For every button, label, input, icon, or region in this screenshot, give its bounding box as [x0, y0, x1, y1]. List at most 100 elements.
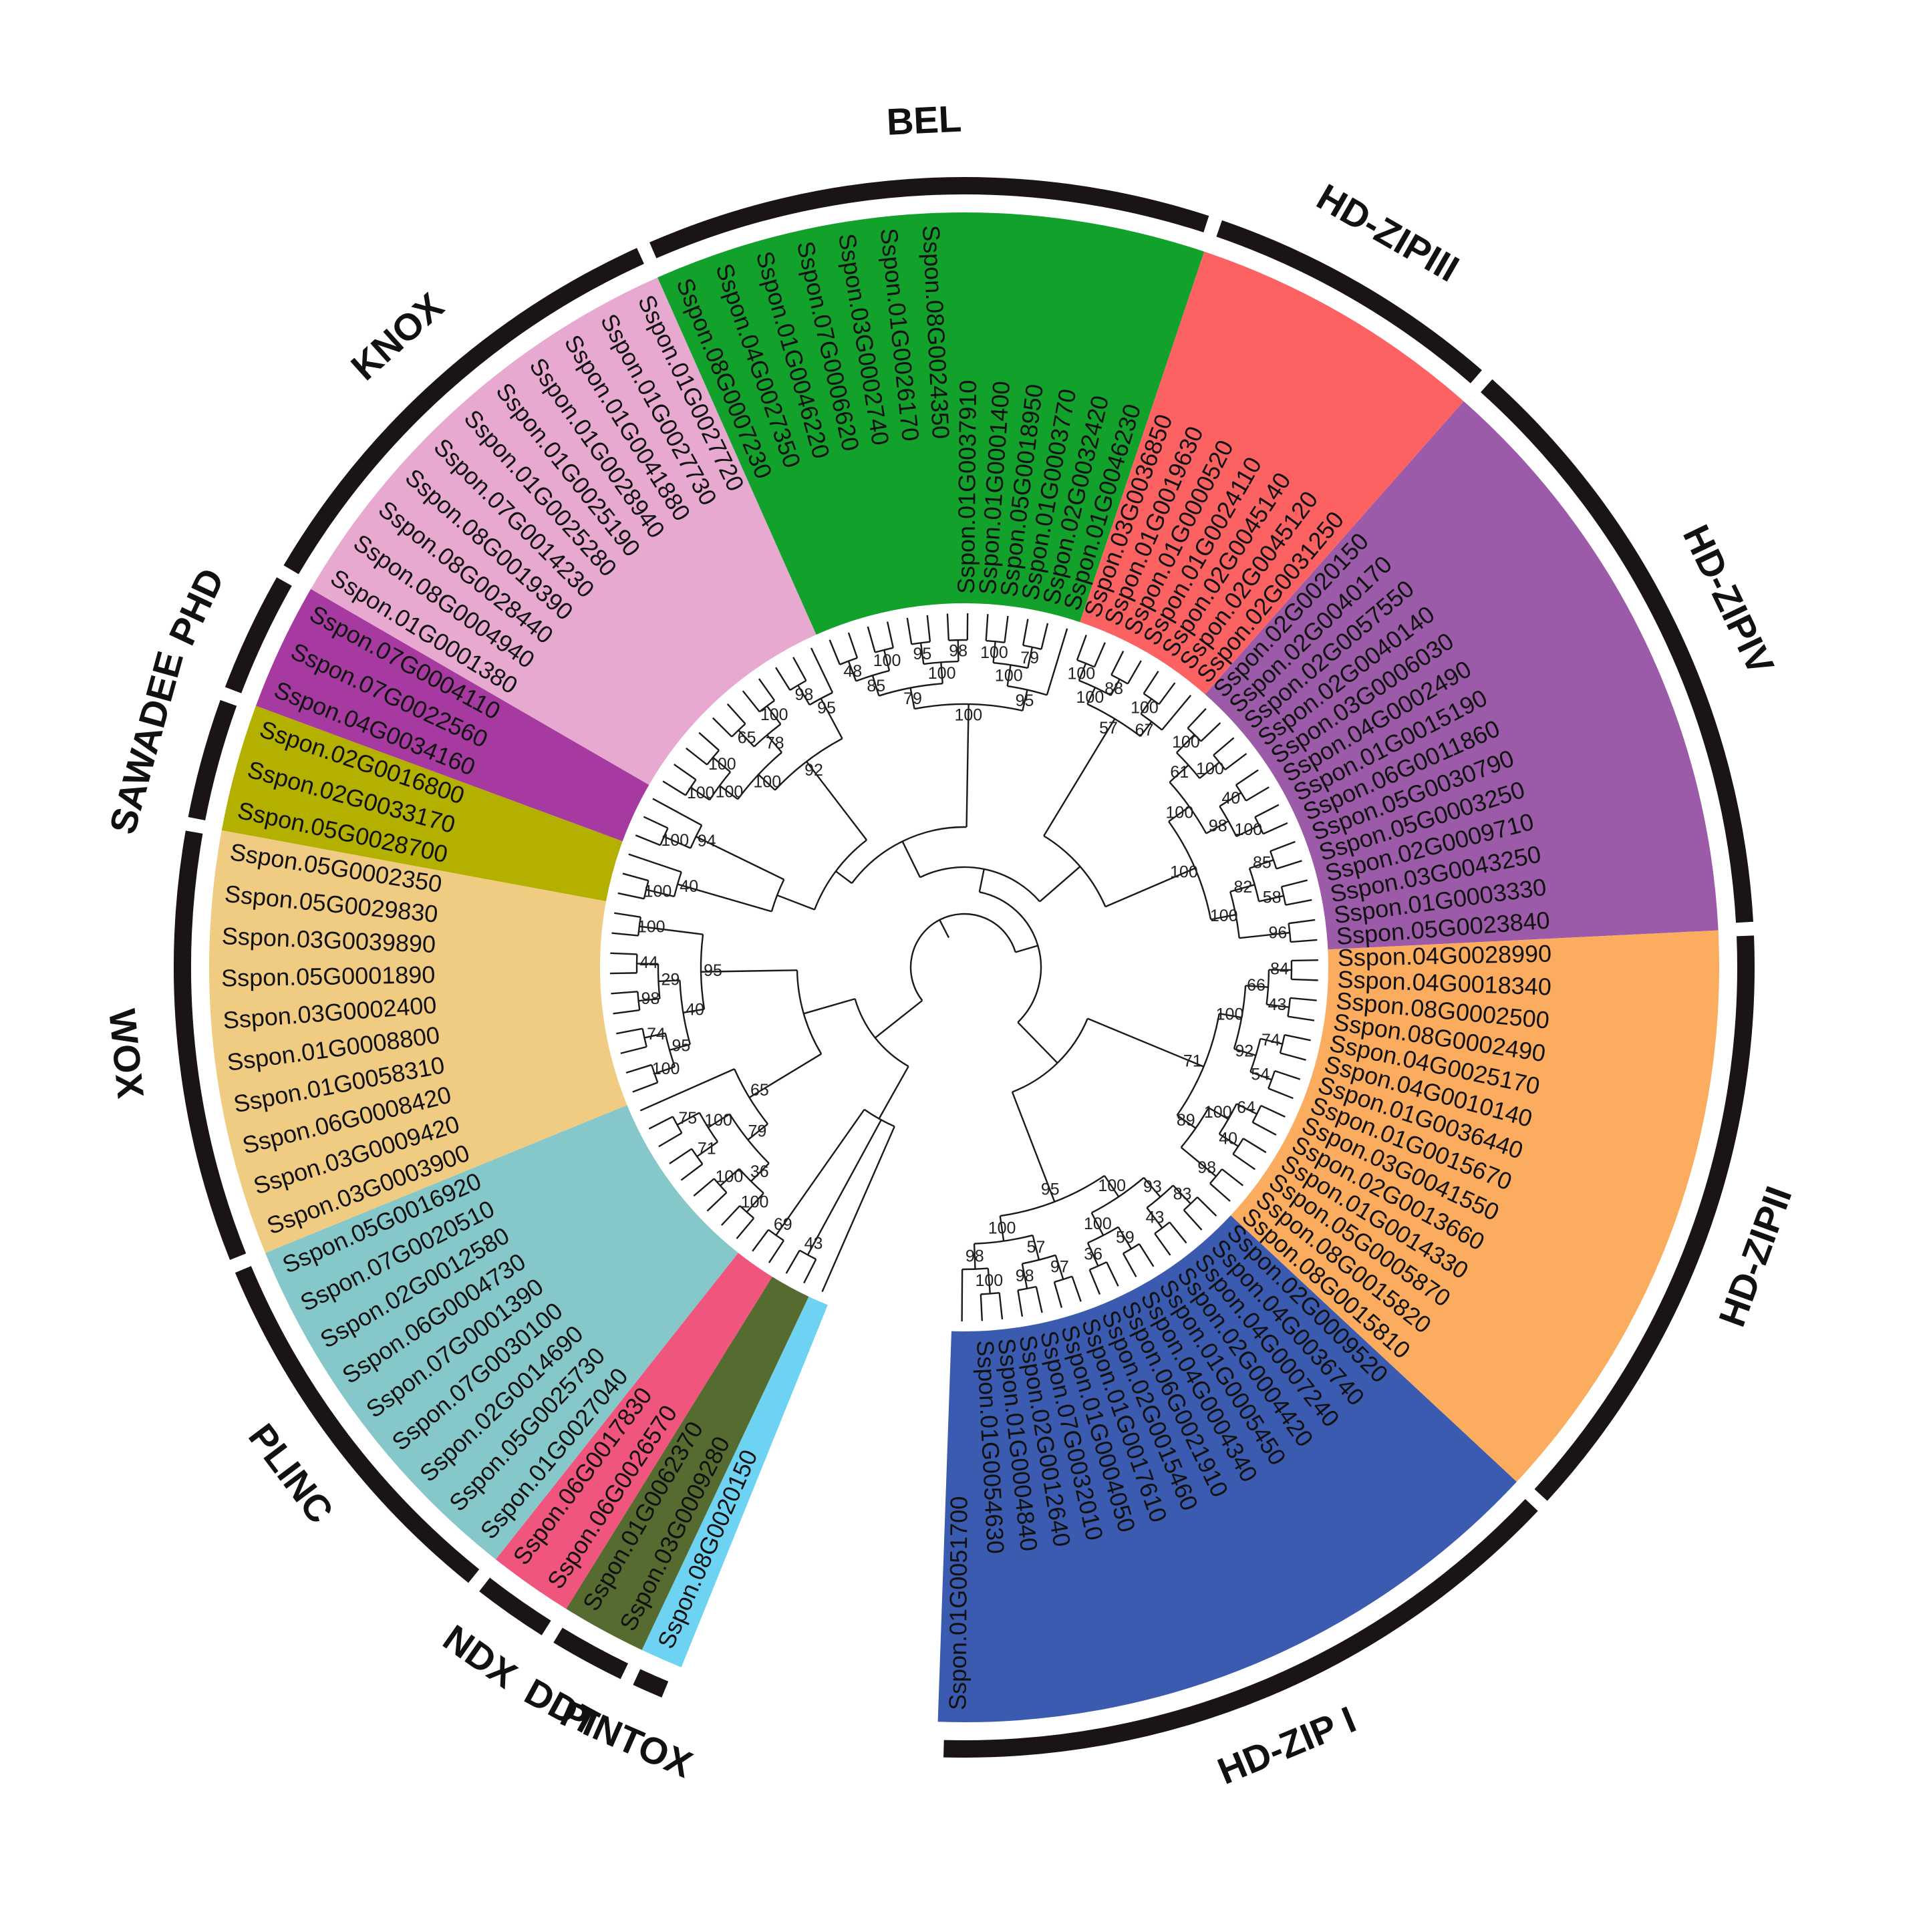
- bootstrap-value: 100: [687, 784, 715, 802]
- bootstrap-value: 100: [1098, 1176, 1126, 1195]
- branch: [920, 867, 1040, 902]
- branch: [1233, 1154, 1255, 1170]
- branch: [911, 914, 1016, 1001]
- branch: [879, 1066, 909, 1118]
- branch: [626, 1065, 651, 1073]
- branch: [793, 657, 806, 681]
- branch: [1111, 651, 1123, 675]
- bootstrap-value: 79: [903, 689, 922, 708]
- clade-label-knox: KNOX: [343, 285, 451, 388]
- bootstrap-value: 100: [637, 918, 665, 937]
- branch: [1018, 1022, 1057, 1063]
- bootstrap-value: 100: [995, 667, 1023, 685]
- clade-arc-ddt: [558, 1635, 624, 1671]
- branch: [1263, 823, 1288, 834]
- branch: [621, 1047, 647, 1054]
- bootstrap-value: 95: [1041, 1180, 1060, 1199]
- bootstrap-value: 100: [704, 1111, 732, 1130]
- bootstrap-value: 74: [647, 1025, 665, 1043]
- branch: [1018, 1290, 1022, 1316]
- bootstrap-value: 100: [1166, 804, 1194, 822]
- bootstrap-value: 95: [913, 645, 932, 663]
- bootstrap-value: 69: [774, 1215, 792, 1234]
- branch: [759, 679, 774, 701]
- bootstrap-value: 95: [1016, 691, 1034, 710]
- bootstrap-value: 95: [817, 699, 836, 717]
- branch: [1282, 880, 1308, 887]
- bootstrap-value: 43: [1146, 1208, 1165, 1227]
- branch: [811, 648, 833, 693]
- bootstrap-value: 100: [1210, 907, 1238, 925]
- bootstrap-value: 84: [1270, 959, 1289, 978]
- bootstrap-value: 100: [1067, 664, 1095, 683]
- bootstrap-value: 75: [678, 1109, 697, 1128]
- clade-label-bel: BEL: [886, 98, 963, 143]
- bootstrap-value: 100: [741, 1192, 769, 1211]
- bootstrap-value: 100: [1196, 760, 1224, 778]
- branch: [1268, 1088, 1293, 1098]
- clade-label-ndx: NDX: [436, 1617, 525, 1697]
- bootstrap-value: 100: [928, 664, 956, 683]
- bootstrap-value: 61: [1170, 763, 1189, 782]
- bootstrap-value: 66: [1247, 976, 1266, 995]
- branch: [986, 614, 988, 641]
- bootstrap-value: 100: [1170, 862, 1198, 881]
- bootstrap-value: 100: [716, 1167, 744, 1186]
- bootstrap-value: 82: [1234, 878, 1253, 897]
- branch: [752, 1230, 768, 1251]
- branch: [804, 999, 855, 1013]
- branch: [1201, 723, 1220, 742]
- branch: [1169, 1223, 1186, 1243]
- branch: [927, 615, 930, 642]
- branch: [618, 893, 644, 899]
- bootstrap-value: 40: [680, 877, 698, 896]
- branch: [868, 627, 875, 652]
- bootstrap-value: 40: [1221, 789, 1240, 808]
- bootstrap-value: 96: [1268, 924, 1287, 943]
- bootstrap-value: 65: [738, 729, 756, 748]
- bootstrap-value: 98: [1016, 1267, 1034, 1285]
- bootstrap-value: 100: [644, 882, 672, 901]
- clade-label-wox: WOX: [101, 1007, 152, 1100]
- bootstrap-value: 98: [795, 685, 814, 704]
- bootstrap-value: 100: [760, 705, 788, 724]
- bootstrap-value: 58: [1263, 889, 1282, 907]
- branch: [610, 953, 637, 955]
- branch: [1290, 998, 1317, 1001]
- branch: [1253, 1122, 1276, 1135]
- branch: [980, 869, 984, 892]
- branch: [1275, 1071, 1300, 1080]
- bootstrap-value: 85: [867, 677, 885, 695]
- bootstrap-value: 100: [954, 706, 982, 725]
- branch: [1077, 635, 1086, 661]
- bootstrap-value: 98: [1197, 1158, 1216, 1177]
- branch: [1155, 1233, 1170, 1255]
- branch: [1159, 683, 1175, 704]
- bootstrap-value: 44: [639, 953, 658, 972]
- leaf-label: Sspon.01G0051700: [943, 1496, 972, 1711]
- bootstrap-value: 85: [1253, 854, 1272, 872]
- branch: [743, 691, 760, 711]
- branch: [722, 1206, 740, 1225]
- branch: [1000, 1293, 1002, 1319]
- branch: [1188, 709, 1206, 728]
- clade-label-phd: PHD: [160, 562, 232, 651]
- bootstrap-value: 100: [753, 772, 781, 791]
- branch: [981, 1294, 982, 1321]
- bootstrap-value: 48: [843, 662, 862, 681]
- branch: [1280, 1053, 1306, 1060]
- branch: [1210, 1184, 1230, 1201]
- bootstrap-value: 95: [704, 961, 722, 980]
- branch: [1222, 1169, 1243, 1186]
- branch: [1255, 805, 1279, 817]
- branch: [1270, 842, 1295, 851]
- branch: [629, 854, 682, 872]
- branch: [1184, 1210, 1202, 1230]
- branch: [1072, 1277, 1081, 1302]
- bootstrap-value: 100: [1172, 733, 1200, 752]
- bootstrap-value: 100: [988, 1219, 1016, 1238]
- branch: [786, 1251, 800, 1274]
- bootstrap-value: 100: [716, 782, 744, 801]
